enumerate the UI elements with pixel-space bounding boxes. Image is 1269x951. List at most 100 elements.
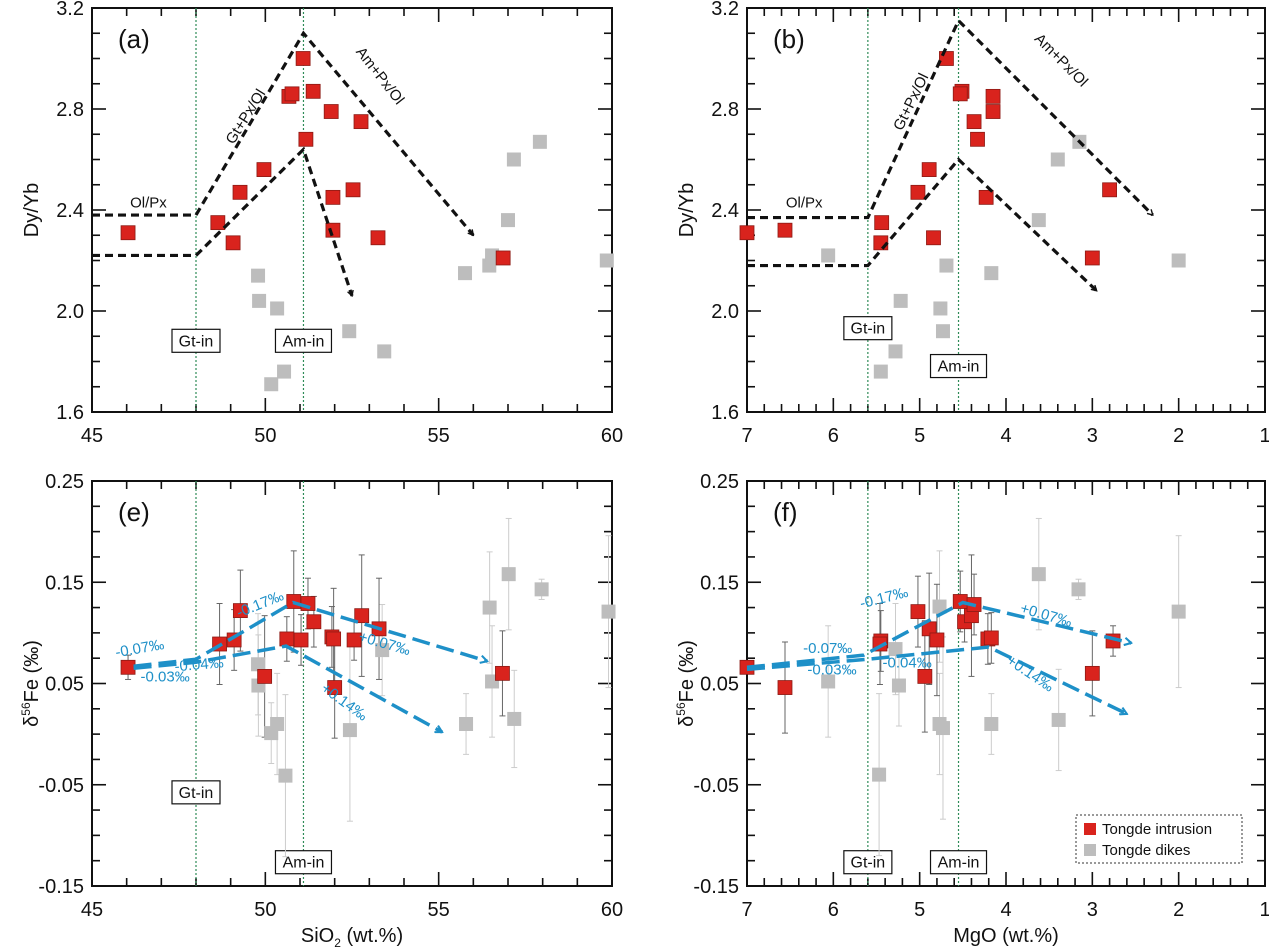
y-axis-title: δ56Fe (‰) xyxy=(674,640,698,727)
data-point-dikes xyxy=(532,134,547,149)
y-tick-label: -0.15 xyxy=(693,876,739,898)
x-tick-label: 1 xyxy=(1259,899,1269,921)
x-tick-label: 7 xyxy=(741,899,752,921)
y-tick-label: 2.8 xyxy=(711,99,739,121)
legend-label: Tongde intrusion xyxy=(1102,821,1212,838)
data-point-intrusion xyxy=(495,665,510,681)
data-point-intrusion xyxy=(874,215,890,231)
panel-label: (e) xyxy=(118,497,150,527)
trend-annotation: -0.17‰ xyxy=(858,584,910,612)
data-point-dikes xyxy=(984,717,999,731)
x-axis-title: SiO2 (wt.%) xyxy=(301,925,403,950)
x-tick-label: 2 xyxy=(1173,899,1184,921)
data-point-dikes xyxy=(507,711,522,726)
trend-annotation: Am+Px/Ol xyxy=(352,44,407,108)
data-point-dikes xyxy=(251,268,266,283)
x-axis-title: MgO (wt.%) xyxy=(953,925,1059,947)
data-point-intrusion xyxy=(966,114,982,130)
guide-label: Am-in xyxy=(938,359,980,376)
data-point-intrusion xyxy=(256,162,272,178)
data-point-dikes xyxy=(342,723,357,738)
x-tick-label: 5 xyxy=(914,425,925,447)
data-point-intrusion xyxy=(279,631,295,647)
data-point-intrusion xyxy=(978,189,994,205)
y-tick-label: 2.8 xyxy=(56,99,84,121)
y-tick-label: -0.15 xyxy=(38,876,84,898)
trend-annotation: -0.04‰ xyxy=(174,654,224,675)
y-axis-title: δ56Fe (‰) xyxy=(19,640,43,727)
data-point-intrusion xyxy=(985,88,1001,104)
data-point-intrusion xyxy=(284,86,300,102)
x-tick-label: 7 xyxy=(741,425,752,447)
x-tick-label: 60 xyxy=(601,899,623,921)
trend-annotation: Ol/Px xyxy=(130,194,167,211)
guide-label: Gt-in xyxy=(179,785,214,802)
guide-label-box xyxy=(274,850,333,875)
data-point-dikes xyxy=(264,377,279,392)
trend-line xyxy=(133,644,443,734)
data-point-intrusion xyxy=(306,614,322,630)
data-point-dikes xyxy=(935,721,950,736)
data-point-dikes xyxy=(251,657,266,672)
panel-label: (f) xyxy=(773,497,798,527)
legend-swatch-dikes xyxy=(1084,844,1096,856)
data-point-intrusion xyxy=(917,669,933,684)
data-point-intrusion xyxy=(354,608,370,624)
x-tick-label: 2 xyxy=(1173,425,1184,447)
data-point-intrusion xyxy=(325,222,341,238)
trend-annotation: Gt+Px/Ol xyxy=(222,86,269,147)
trend-annotation: -0.17‰ xyxy=(234,587,286,621)
data-point-intrusion xyxy=(495,250,511,266)
data-point-dikes xyxy=(377,344,392,359)
data-point-dikes xyxy=(873,364,888,379)
panel-e: 45 50 55 60 -0.15 -0.05 0.05 0.15 0.25 δ56Fe (‰) S… xyxy=(19,471,623,950)
trend-annotation: Am+Px/Ol xyxy=(1031,30,1091,90)
data-point-dikes xyxy=(933,301,948,316)
x-tick-label: 4 xyxy=(1000,425,1011,447)
data-point-intrusion xyxy=(345,182,361,198)
x-tick-label: 6 xyxy=(828,899,839,921)
guide-label: Am-in xyxy=(938,855,980,872)
data-point-dikes xyxy=(485,248,500,263)
data-point-intrusion xyxy=(323,104,339,119)
data-point-intrusion xyxy=(939,51,954,66)
data-point-intrusion xyxy=(293,632,309,648)
data-point-dikes xyxy=(1051,712,1066,727)
data-point-dikes xyxy=(501,213,515,228)
data-point-dikes xyxy=(891,678,906,693)
plot-frame xyxy=(91,7,613,413)
data-point-intrusion xyxy=(929,632,945,648)
data-point-dikes xyxy=(601,604,616,619)
legend-swatch-intrusion xyxy=(1084,823,1096,835)
data-point-intrusion xyxy=(921,162,937,178)
guide-label-box xyxy=(171,328,221,353)
panel-b: 7 6 5 4 3 2 1 1.6 2.0 2.4 2.8 3.2 Dy/Yb (b) Gt-in Am-in… xyxy=(676,0,1269,447)
data-point-intrusion xyxy=(983,630,999,646)
data-point-dikes xyxy=(342,324,357,339)
guide-label-box xyxy=(274,328,333,353)
y-tick-label: -0.05 xyxy=(38,775,84,797)
data-point-dikes xyxy=(534,582,549,597)
trend-annotation: +0.07‰ xyxy=(1018,600,1074,631)
trend-annotation: -0.04‰ xyxy=(883,654,932,671)
guide-label-box xyxy=(171,780,221,805)
guide-label: Am-in xyxy=(283,333,325,350)
trend-line xyxy=(746,600,1131,670)
x-tick-label: 50 xyxy=(254,425,276,447)
data-point-intrusion xyxy=(910,184,926,200)
trend-line xyxy=(747,157,1098,292)
data-point-intrusion xyxy=(1084,250,1100,266)
y-axis-title: Dy/Yb xyxy=(21,183,43,237)
panel-label: (b) xyxy=(773,24,805,54)
panel-f: 7 6 5 4 3 2 1 -0.15 -0.05 0.05 0.15 0.25 δ56Fe (‰) Mg… xyxy=(674,471,1269,947)
data-point-dikes xyxy=(939,258,954,273)
x-tick-label: 55 xyxy=(428,425,450,447)
data-point-dikes xyxy=(984,266,999,281)
data-point-dikes xyxy=(935,324,950,339)
y-axis-title: Dy/Yb xyxy=(676,183,698,237)
y-tick-label: 0.15 xyxy=(45,572,84,594)
guide-label-box xyxy=(929,353,988,379)
x-tick-label: 50 xyxy=(254,899,276,921)
y-tick-label: 0.25 xyxy=(700,471,739,493)
data-point-intrusion xyxy=(298,131,314,147)
